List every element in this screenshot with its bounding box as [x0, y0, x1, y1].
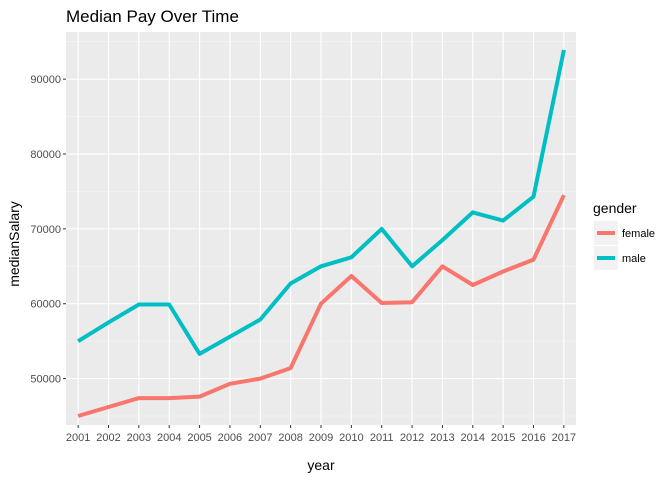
x-tick-label: 2004 — [157, 432, 181, 444]
y-tick-label: 60000 — [30, 299, 61, 311]
x-tick-label: 2011 — [370, 432, 394, 444]
x-tick-label: 2010 — [339, 432, 363, 444]
x-tick-label: 2001 — [66, 432, 90, 444]
x-tick-label: 2015 — [491, 432, 515, 444]
y-tick-label: 50000 — [30, 374, 61, 386]
x-tick-label: 2009 — [309, 432, 333, 444]
legend-title: gender — [593, 200, 637, 216]
x-axis: 2001 2002 2003 2004 2005 2006 2007 2008 2009 2010… — [66, 425, 576, 444]
x-tick-label: 2007 — [248, 432, 272, 444]
x-tick-label: 2002 — [96, 432, 120, 444]
series-line-female — [77, 194, 566, 418]
x-tick-label: 2016 — [521, 432, 545, 444]
y-axis-title: medianSalary — [6, 201, 22, 287]
series-line-male — [77, 49, 566, 356]
x-tick-label: 2017 — [552, 432, 576, 444]
y-tick-label: 90000 — [30, 74, 61, 86]
x-tick-label: 2012 — [400, 432, 424, 444]
x-tick-label: 2013 — [430, 432, 454, 444]
x-tick-label: 2003 — [127, 432, 151, 444]
series-lines — [77, 49, 566, 418]
x-axis-title: year — [307, 457, 335, 473]
x-tick-label: 2006 — [218, 432, 242, 444]
grid-major — [66, 32, 576, 425]
x-tick-label: 2008 — [278, 432, 302, 444]
legend: gender female male — [593, 200, 655, 270]
y-axis: 50000 60000 70000 80000 90000 — [30, 74, 66, 386]
y-tick-label: 70000 — [30, 224, 61, 236]
legend-label-male: male — [622, 253, 646, 265]
legend-label-female: female — [622, 228, 655, 240]
y-tick-label: 80000 — [30, 149, 61, 161]
x-tick-label: 2014 — [461, 432, 485, 444]
chart-title: Median Pay Over Time — [66, 7, 239, 26]
x-tick-label: 2005 — [187, 432, 211, 444]
